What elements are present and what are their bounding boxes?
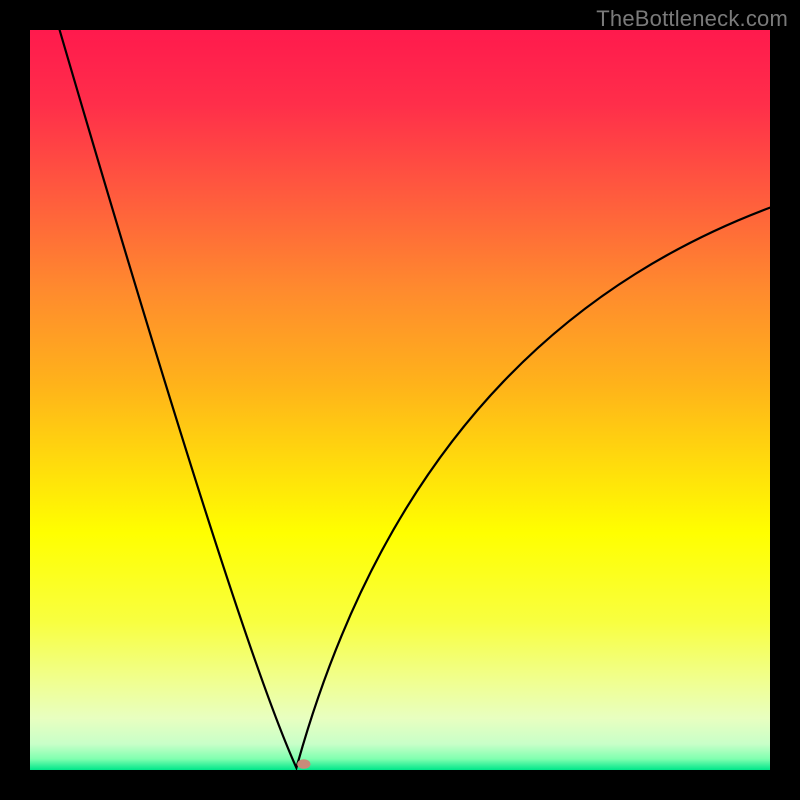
watermark-text: TheBottleneck.com [596, 6, 788, 32]
minimum-marker [297, 759, 310, 769]
bottleneck-chart [0, 0, 800, 800]
plot-background [30, 30, 770, 770]
chart-container: { "watermark": { "text": "TheBottleneck.… [0, 0, 800, 800]
